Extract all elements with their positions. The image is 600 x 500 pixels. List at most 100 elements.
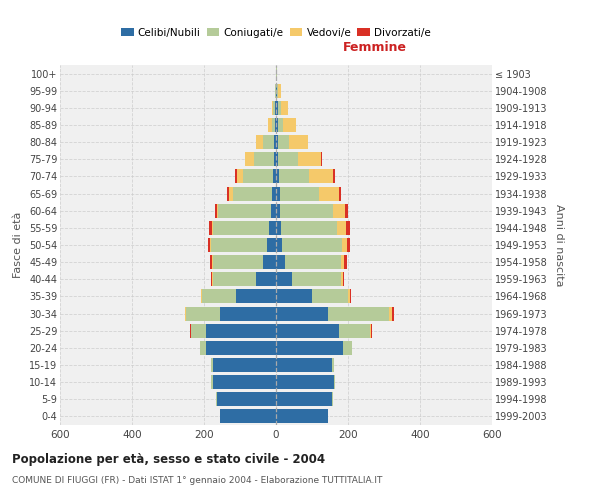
Bar bbox=[202, 290, 236, 304]
Bar bbox=[312, 290, 348, 304]
Bar bbox=[217, 392, 276, 406]
Bar bbox=[370, 324, 371, 338]
Bar bbox=[276, 186, 280, 200]
Bar bbox=[276, 170, 279, 183]
Bar bbox=[272, 186, 276, 200]
Bar bbox=[281, 101, 288, 115]
Bar bbox=[211, 375, 213, 389]
Bar bbox=[276, 221, 281, 235]
Bar bbox=[346, 221, 350, 235]
Bar bbox=[276, 118, 278, 132]
Bar bbox=[310, 170, 333, 183]
Bar bbox=[191, 324, 206, 338]
Bar bbox=[276, 204, 280, 218]
Bar bbox=[275, 84, 276, 98]
Bar bbox=[339, 324, 370, 338]
Bar bbox=[267, 238, 276, 252]
Bar bbox=[213, 358, 276, 372]
Bar bbox=[337, 221, 346, 235]
Bar bbox=[276, 272, 292, 286]
Bar bbox=[278, 152, 298, 166]
Bar bbox=[212, 221, 213, 235]
Text: Popolazione per età, sesso e stato civile - 2004: Popolazione per età, sesso e stato civil… bbox=[12, 452, 325, 466]
Bar bbox=[272, 118, 275, 132]
Bar bbox=[280, 186, 319, 200]
Bar bbox=[211, 238, 267, 252]
Bar bbox=[220, 306, 276, 320]
Bar bbox=[274, 152, 276, 166]
Bar bbox=[273, 170, 276, 183]
Bar bbox=[274, 101, 275, 115]
Bar bbox=[319, 186, 339, 200]
Bar bbox=[276, 358, 332, 372]
Bar bbox=[256, 135, 263, 149]
Bar bbox=[276, 255, 285, 269]
Bar bbox=[328, 306, 389, 320]
Bar bbox=[283, 238, 342, 252]
Bar bbox=[345, 204, 348, 218]
Bar bbox=[190, 324, 191, 338]
Text: COMUNE DI FIUGGI (FR) - Dati ISTAT 1° gennaio 2004 - Elaborazione TUTTITALIA.IT: COMUNE DI FIUGGI (FR) - Dati ISTAT 1° ge… bbox=[12, 476, 382, 485]
Bar bbox=[285, 255, 341, 269]
Bar bbox=[280, 204, 332, 218]
Bar bbox=[186, 306, 220, 320]
Bar bbox=[332, 358, 334, 372]
Bar bbox=[276, 392, 332, 406]
Bar bbox=[209, 221, 212, 235]
Bar bbox=[348, 290, 350, 304]
Legend: Celibi/Nubili, Coniugati/e, Vedovi/e, Divorzati/e: Celibi/Nubili, Coniugati/e, Vedovi/e, Di… bbox=[117, 24, 435, 42]
Bar bbox=[278, 135, 289, 149]
Bar bbox=[275, 118, 276, 132]
Bar bbox=[215, 204, 217, 218]
Bar bbox=[211, 358, 213, 372]
Bar bbox=[341, 272, 343, 286]
Bar bbox=[272, 101, 274, 115]
Bar bbox=[227, 186, 229, 200]
Bar bbox=[256, 272, 276, 286]
Bar bbox=[185, 306, 186, 320]
Bar bbox=[278, 118, 283, 132]
Bar bbox=[371, 324, 373, 338]
Bar bbox=[220, 410, 276, 424]
Bar bbox=[217, 204, 218, 218]
Bar bbox=[292, 272, 341, 286]
Bar bbox=[276, 290, 312, 304]
Bar bbox=[276, 152, 278, 166]
Bar bbox=[211, 272, 212, 286]
Bar bbox=[274, 135, 276, 149]
Bar bbox=[339, 186, 341, 200]
Bar bbox=[213, 272, 256, 286]
Bar bbox=[208, 238, 211, 252]
Bar bbox=[229, 186, 233, 200]
Bar bbox=[344, 255, 347, 269]
Bar bbox=[276, 375, 334, 389]
Bar bbox=[212, 272, 213, 286]
Bar bbox=[245, 152, 254, 166]
Bar bbox=[235, 170, 237, 183]
Bar bbox=[201, 290, 202, 304]
Bar bbox=[276, 84, 277, 98]
Bar bbox=[237, 170, 242, 183]
Bar bbox=[276, 341, 343, 355]
Bar bbox=[213, 375, 276, 389]
Bar bbox=[206, 341, 276, 355]
Bar bbox=[213, 221, 269, 235]
Bar bbox=[276, 66, 277, 80]
Bar bbox=[254, 152, 274, 166]
Bar bbox=[268, 118, 272, 132]
Bar bbox=[389, 306, 392, 320]
Bar bbox=[276, 324, 339, 338]
Bar bbox=[277, 84, 278, 98]
Bar bbox=[342, 238, 347, 252]
Bar bbox=[392, 306, 394, 320]
Bar bbox=[200, 341, 206, 355]
Bar bbox=[206, 324, 276, 338]
Bar bbox=[271, 204, 276, 218]
Bar bbox=[278, 101, 281, 115]
Bar bbox=[283, 118, 296, 132]
Bar bbox=[276, 306, 328, 320]
Bar bbox=[279, 170, 310, 183]
Bar bbox=[281, 221, 337, 235]
Bar bbox=[263, 255, 276, 269]
Bar bbox=[216, 392, 217, 406]
